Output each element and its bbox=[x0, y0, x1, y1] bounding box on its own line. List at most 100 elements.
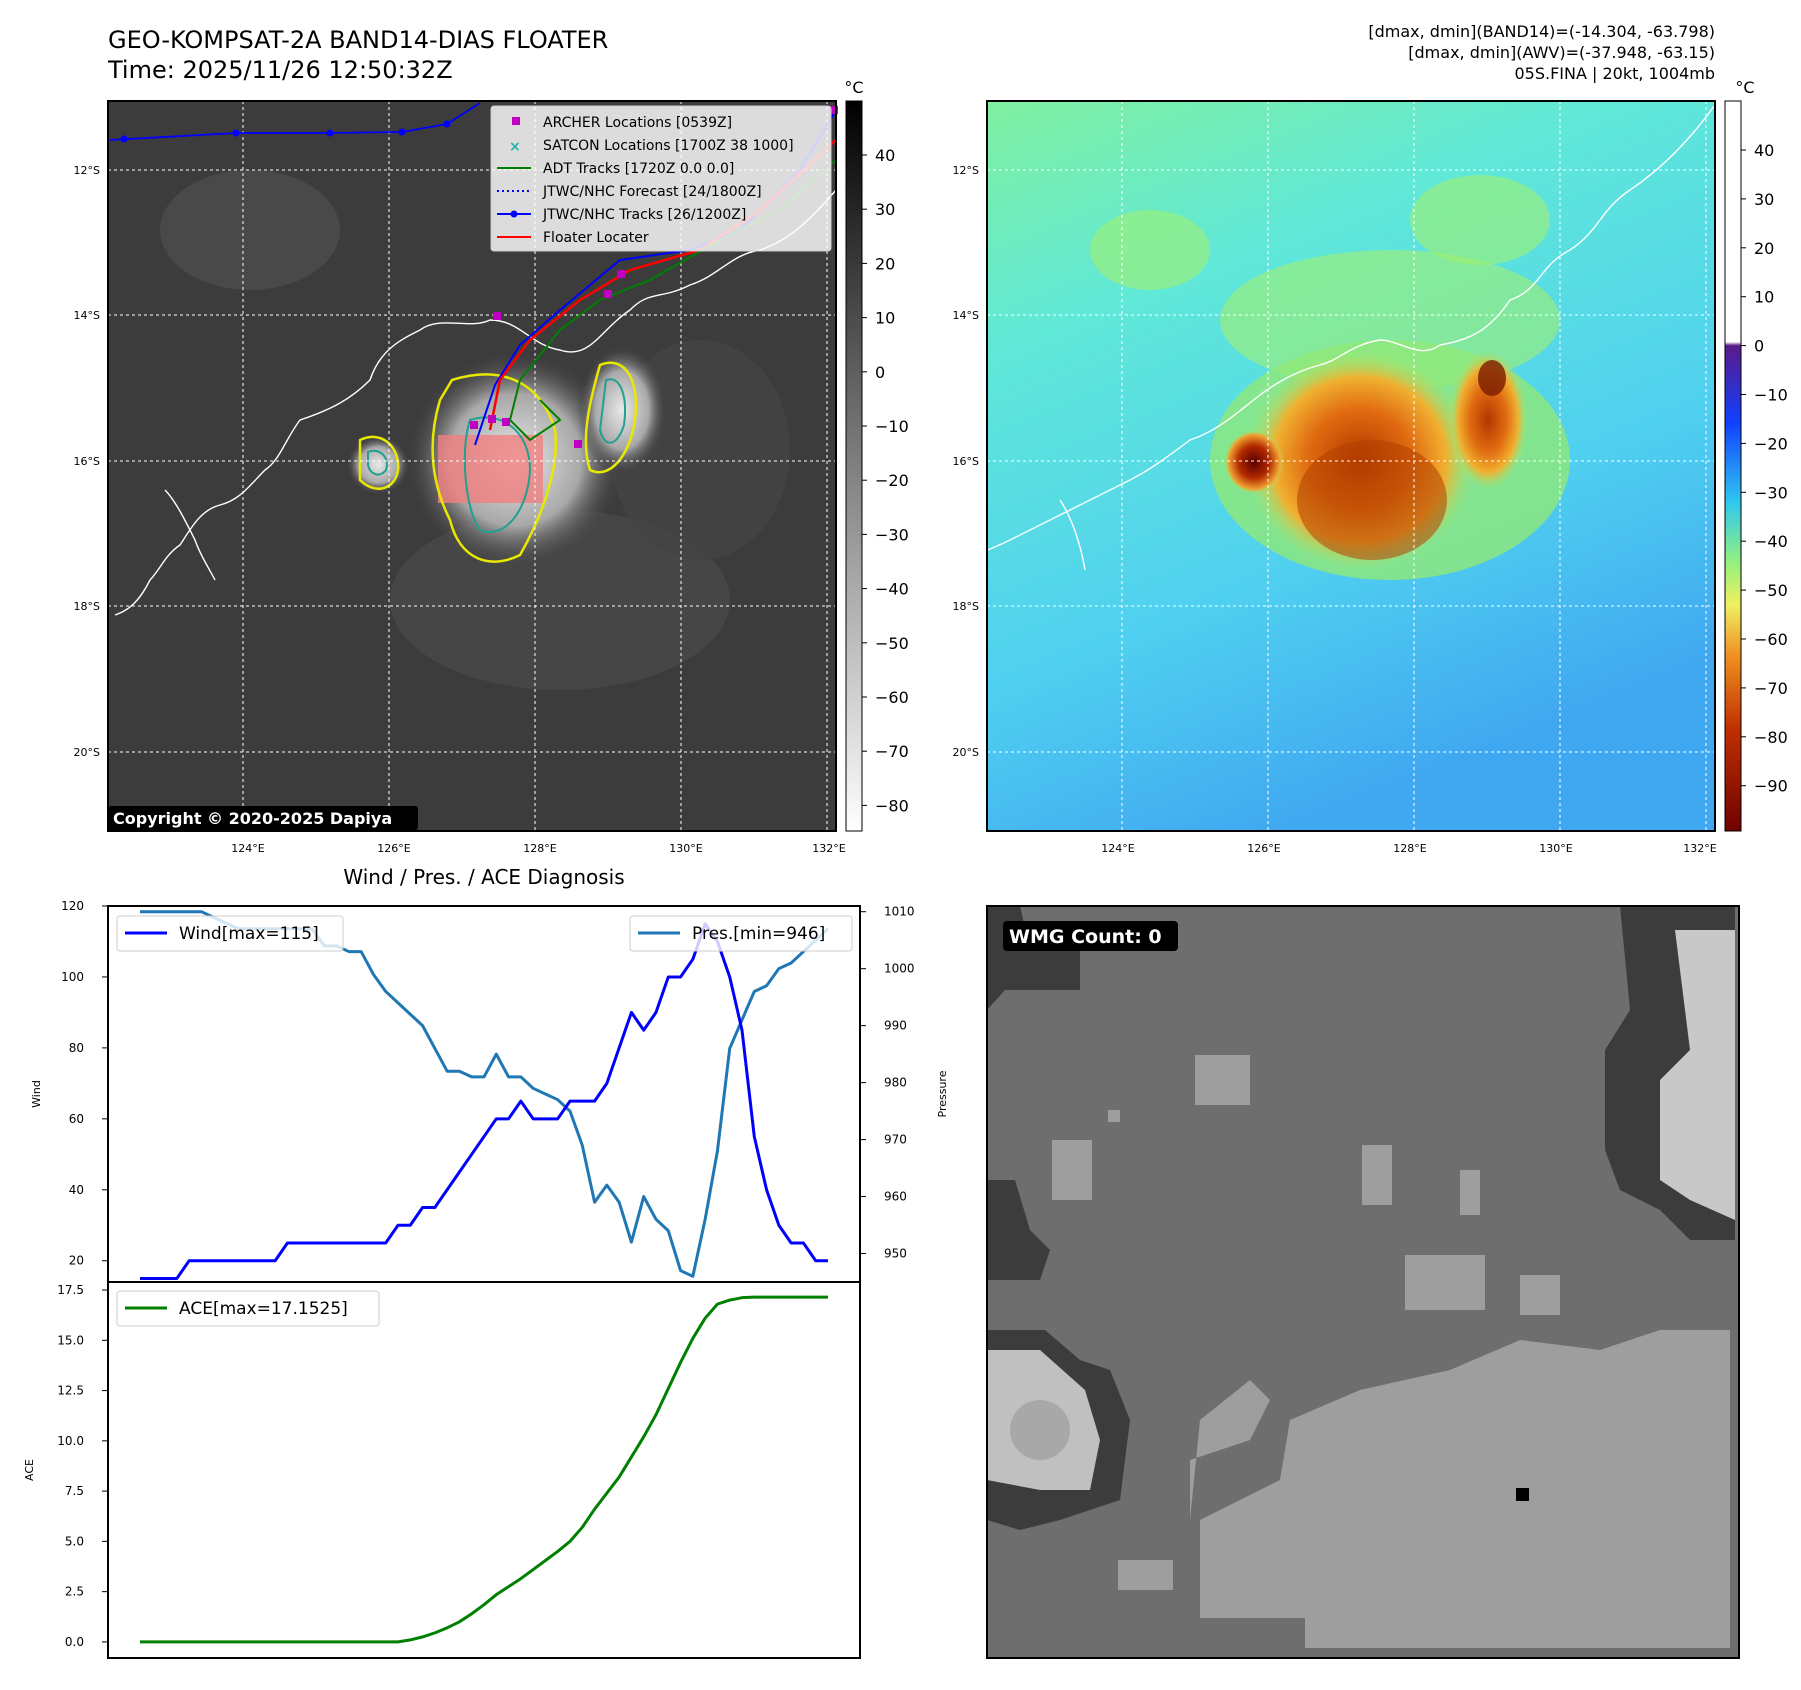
colorbar-tick-label: 0 bbox=[1754, 337, 1764, 356]
legend-box: ARCHER Locations [0539Z] × SATCON Locati… bbox=[490, 105, 832, 252]
ace-legend-label: ACE[max=17.1525] bbox=[179, 1299, 348, 1319]
wind-axis-label: Wind bbox=[30, 1080, 43, 1108]
dmax-dmin-band14: [dmax, dmin](BAND14)=(-14.304, -63.798) bbox=[1368, 22, 1715, 41]
colorbar-tick-label: 40 bbox=[875, 146, 895, 165]
lat-tick: 14°S bbox=[953, 309, 979, 322]
awv-map-panel: 124°E 126°E 128°E 130°E 132°E 12°S 14°S … bbox=[953, 100, 1717, 855]
archer-locations bbox=[470, 106, 838, 448]
lon-tick: 132°E bbox=[1683, 842, 1716, 855]
ace-axis-label: ACE bbox=[23, 1459, 36, 1481]
wind-tick-label: 80 bbox=[69, 1041, 84, 1055]
legend-adt-label: ADT Tracks [1720Z 0.0 0.0] bbox=[543, 161, 734, 177]
ace-tick-label: 17.5 bbox=[57, 1283, 84, 1297]
colorbar-tick-label: −70 bbox=[875, 742, 909, 761]
lon-tick: 132°E bbox=[812, 842, 845, 855]
ir-map-panel: Copyright © 2020-2025 Dapiya ARCHER Loca… bbox=[74, 100, 846, 855]
lon-tick: 124°E bbox=[231, 842, 264, 855]
colorbar-tick-label: −40 bbox=[875, 580, 909, 599]
awv-lat-ticks: 12°S 14°S 16°S 18°S 20°S bbox=[953, 164, 979, 759]
ir-colorbar: °C 40 30 20 10 0 −10 −20 −30 −40 −50 −60 −70 −80 bbox=[844, 78, 909, 832]
ace-series-line bbox=[140, 1295, 828, 1644]
ace-legend: ACE[max=17.1525] bbox=[116, 1290, 380, 1327]
copyright-label: Copyright © 2020-2025 Dapiya bbox=[113, 809, 392, 828]
legend-tracks-label: JTWC/NHC Tracks [26/1200Z] bbox=[542, 207, 746, 223]
colorbar-tick-label: −30 bbox=[875, 525, 909, 544]
colorbar-tick-label: −40 bbox=[1754, 532, 1788, 551]
colorbar-tick-label: −90 bbox=[1754, 777, 1788, 796]
wind-tick-label: 60 bbox=[69, 1112, 84, 1126]
wind-legend-label: Wind[max=115] bbox=[179, 924, 319, 944]
ir-lat-ticks: 12°S 14°S 16°S 18°S 20°S bbox=[74, 164, 100, 759]
lat-tick: 12°S bbox=[74, 164, 100, 177]
colorbar-tick-label: −50 bbox=[1754, 581, 1788, 600]
lon-tick: 130°E bbox=[669, 842, 702, 855]
lat-tick: 20°S bbox=[74, 746, 100, 759]
lon-tick: 126°E bbox=[377, 842, 410, 855]
lon-tick: 126°E bbox=[1247, 842, 1280, 855]
map-title-line1: GEO-KOMPSAT-2A BAND14-DIAS FLOATER bbox=[108, 26, 609, 54]
map-title-line2: Time: 2025/11/26 12:50:32Z bbox=[108, 56, 453, 84]
pressure-tick-label: 980 bbox=[884, 1076, 907, 1090]
lat-tick: 20°S bbox=[953, 746, 979, 759]
wmg-panel: WMG Count: 0 bbox=[986, 905, 1740, 1659]
ace-chart: 0.0 2.5 5.0 7.5 10.0 12.5 15.0 17.5 ACE ACE[max… bbox=[23, 1281, 861, 1659]
colorbar-tick-label: 30 bbox=[875, 200, 895, 219]
dmax-dmin-awv: [dmax, dmin](AWV)=(-37.948, -63.15) bbox=[1408, 43, 1715, 62]
colorbar-tick-label: −20 bbox=[1754, 434, 1788, 453]
colorbar-tick-label: 0 bbox=[875, 363, 885, 382]
ir-colorbar-unit: °C bbox=[844, 78, 863, 97]
wind-tick-label: 20 bbox=[69, 1254, 84, 1268]
colorbar-tick-label: −20 bbox=[875, 471, 909, 490]
lat-tick: 18°S bbox=[74, 600, 100, 613]
ace-tick-label: 12.5 bbox=[57, 1384, 84, 1398]
colorbar-tick-label: −30 bbox=[1754, 483, 1788, 502]
wind-legend: Wind[max=115] bbox=[116, 915, 344, 952]
lat-tick: 16°S bbox=[74, 455, 100, 468]
ace-tick-label: 7.5 bbox=[65, 1484, 84, 1498]
pressure-tick-label: 990 bbox=[884, 1019, 907, 1033]
pressure-tick-label: 950 bbox=[884, 1247, 907, 1261]
jtwc-track-line bbox=[109, 102, 481, 141]
colorbar-tick-label: 10 bbox=[1754, 288, 1774, 307]
lat-tick: 14°S bbox=[74, 309, 100, 322]
ace-tick-label: 2.5 bbox=[65, 1585, 84, 1599]
colorbar-tick-label: −60 bbox=[1754, 630, 1788, 649]
lon-tick: 128°E bbox=[1393, 842, 1426, 855]
lon-tick: 130°E bbox=[1539, 842, 1572, 855]
diagnosis-title: Wind / Pres. / ACE Diagnosis bbox=[343, 865, 624, 889]
wind-tick-label: 40 bbox=[69, 1183, 84, 1197]
ace-tick-label: 0.0 bbox=[65, 1635, 84, 1649]
wind-pressure-chart: Wind / Pres. / ACE Diagnosis 20 40 60 80 100… bbox=[30, 865, 949, 1283]
pressure-axis-label: Pressure bbox=[936, 1070, 949, 1117]
ir-lon-ticks: 124°E 126°E 128°E 130°E 132°E bbox=[231, 842, 845, 855]
colorbar-tick-label: 30 bbox=[1754, 190, 1774, 209]
pressure-tick-label: 960 bbox=[884, 1190, 907, 1204]
colorbar-tick-label: −80 bbox=[875, 796, 909, 815]
pressure-tick-label: 1010 bbox=[884, 905, 915, 919]
lon-tick: 124°E bbox=[1101, 842, 1134, 855]
legend-floater-label: Floater Locater bbox=[543, 230, 649, 246]
colorbar-tick-label: 20 bbox=[1754, 239, 1774, 258]
lon-tick: 128°E bbox=[523, 842, 556, 855]
legend-archer-icon bbox=[512, 117, 520, 125]
lat-tick: 12°S bbox=[953, 164, 979, 177]
colorbar-tick-label: −70 bbox=[1754, 679, 1788, 698]
awv-colorbar: °C 40 30 20 10 0 −10 −20 −30 −40 −50 −60 −70 −80 −90 bbox=[1724, 78, 1788, 832]
lat-tick: 18°S bbox=[953, 600, 979, 613]
colorbar-tick-label: −80 bbox=[1754, 728, 1788, 747]
wmg-count-label: WMG Count: 0 bbox=[1009, 926, 1162, 948]
colorbar-tick-label: −50 bbox=[875, 634, 909, 653]
legend-archer-label: ARCHER Locations [0539Z] bbox=[543, 115, 732, 131]
awv-colorbar-unit: °C bbox=[1735, 78, 1754, 97]
ace-tick-label: 15.0 bbox=[57, 1333, 84, 1347]
colorbar-tick-label: 20 bbox=[875, 254, 895, 273]
pressure-legend: Pres.[min=946] bbox=[629, 915, 853, 952]
colorbar-tick-label: −60 bbox=[875, 688, 909, 707]
storm-info: 05S.FINA | 20kt, 1004mb bbox=[1514, 64, 1715, 83]
legend-satcon-icon: × bbox=[509, 139, 521, 155]
colorbar-tick-label: −10 bbox=[1754, 386, 1788, 405]
legend-forecast-label: JTWC/NHC Forecast [24/1800Z] bbox=[542, 184, 762, 200]
ace-tick-label: 10.0 bbox=[57, 1434, 84, 1448]
wind-tick-label: 100 bbox=[61, 970, 84, 984]
